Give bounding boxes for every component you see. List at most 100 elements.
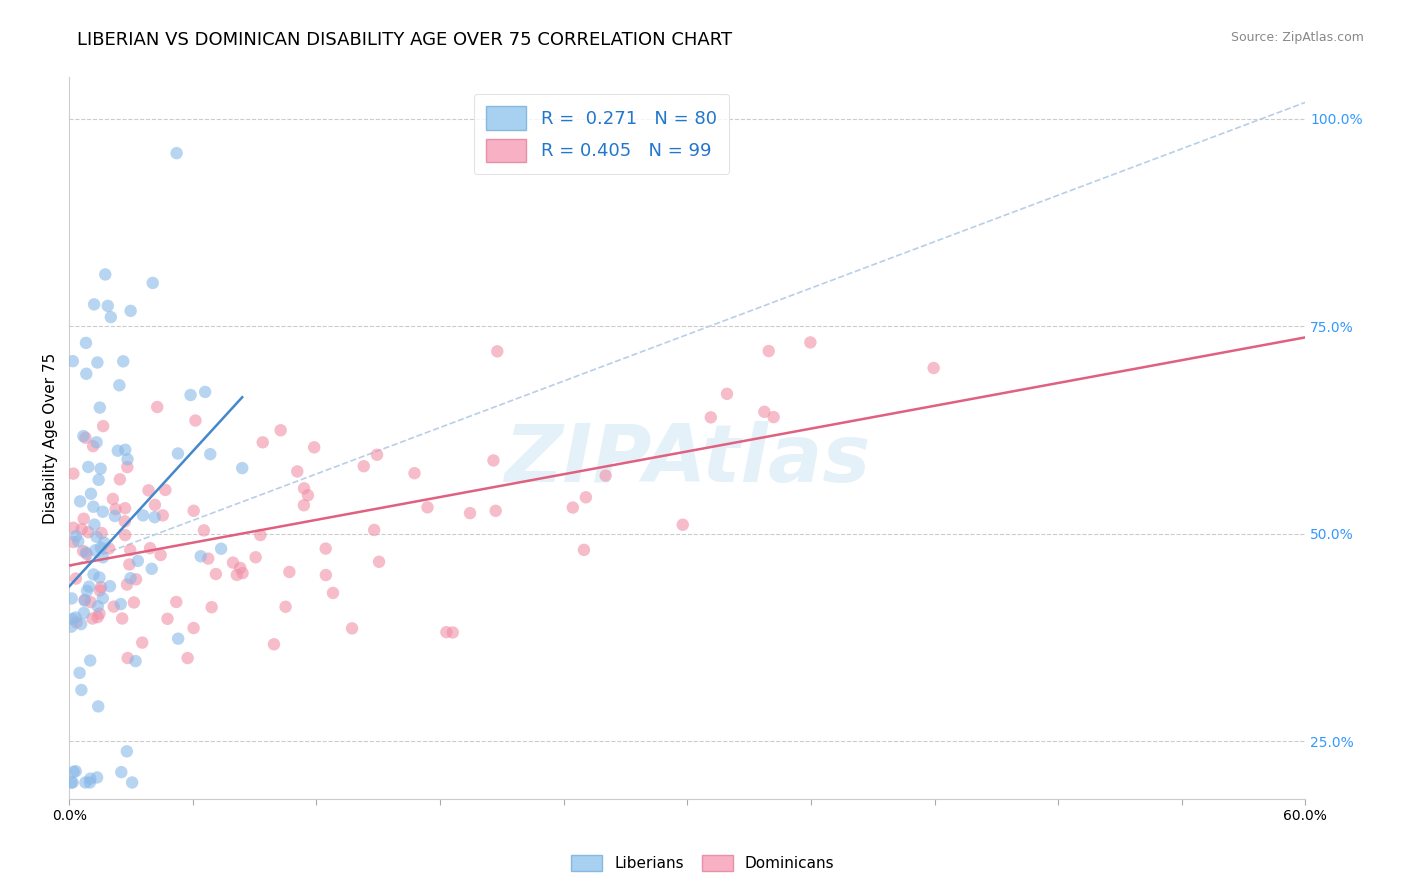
Point [86,355,108,369]
Point [89,401,111,415]
Point [416,500,439,515]
Point [165,595,187,609]
Point [115,577,138,591]
Text: Source: ZipAtlas.com: Source: ZipAtlas.com [1230,31,1364,45]
Point [363,523,385,537]
Point [111,611,134,625]
Point [155,483,177,497]
Point [127,554,149,568]
Point [82,611,104,625]
Point [94,268,117,282]
Point [75,545,97,559]
Point [62,764,84,779]
Point [70,617,93,632]
Point [90,541,112,555]
Point [114,528,136,542]
Point [75,335,97,350]
Point [595,468,617,483]
Point [340,621,363,635]
Point [758,344,780,359]
Point [75,367,97,381]
Legend: Liberians, Dominicans: Liberians, Dominicans [565,849,841,877]
Point [62,467,84,481]
Point [245,550,267,565]
Point [167,632,190,646]
Point [120,543,142,558]
Point [575,491,598,505]
Point [201,600,224,615]
Point [572,542,595,557]
Point [200,447,222,461]
Point [65,615,87,630]
Point [183,504,205,518]
Point [104,502,127,516]
Point [115,744,138,758]
Text: ZIPAtlas: ZIPAtlas [505,421,870,499]
Point [86,530,108,544]
Point [700,410,723,425]
Point [458,506,481,520]
Point [108,472,131,486]
Point [166,146,188,161]
Point [441,625,464,640]
Point [315,541,337,556]
Point [167,446,190,460]
Point [90,580,112,594]
Point [82,500,104,514]
Point [108,378,131,392]
Point [156,612,179,626]
Point [225,568,247,582]
Point [62,521,84,535]
Point [79,595,101,609]
Point [86,435,108,450]
Point [799,335,821,350]
Point [922,361,945,376]
Point [91,419,114,434]
Point [561,500,583,515]
Point [292,498,315,512]
Point [122,595,145,609]
Point [75,431,97,445]
Point [98,541,121,556]
Point [249,528,271,542]
Point [486,344,509,359]
Point [315,568,337,582]
Point [90,526,112,541]
Point [110,597,132,611]
Point [73,593,96,607]
Point [149,548,172,562]
Point [114,501,136,516]
Point [83,517,105,532]
Text: LIBERIAN VS DOMINICAN DISABILITY AGE OVER 75 CORRELATION CHART: LIBERIAN VS DOMINICAN DISABILITY AGE OVE… [77,31,733,49]
Point [87,473,110,487]
Point [229,561,252,575]
Point [141,562,163,576]
Point [91,505,114,519]
Point [672,517,695,532]
Point [754,405,776,419]
Point [193,524,215,538]
Point [69,665,91,680]
Point [75,775,97,789]
Point [485,504,508,518]
Point [252,435,274,450]
Point [205,567,228,582]
Point [278,565,301,579]
Point [73,606,96,620]
Point [91,591,114,606]
Point [72,544,94,558]
Point [62,775,84,789]
Point [209,541,232,556]
Point [65,610,87,624]
Point [263,637,285,651]
Point [65,764,87,779]
Point [436,625,458,640]
Point [117,651,139,665]
Point [97,299,120,313]
Point [104,508,127,523]
Point [77,580,100,594]
Y-axis label: Disability Age Over 75: Disability Age Over 75 [44,352,58,524]
Point [120,571,142,585]
Point [86,771,108,785]
Point [83,567,105,582]
